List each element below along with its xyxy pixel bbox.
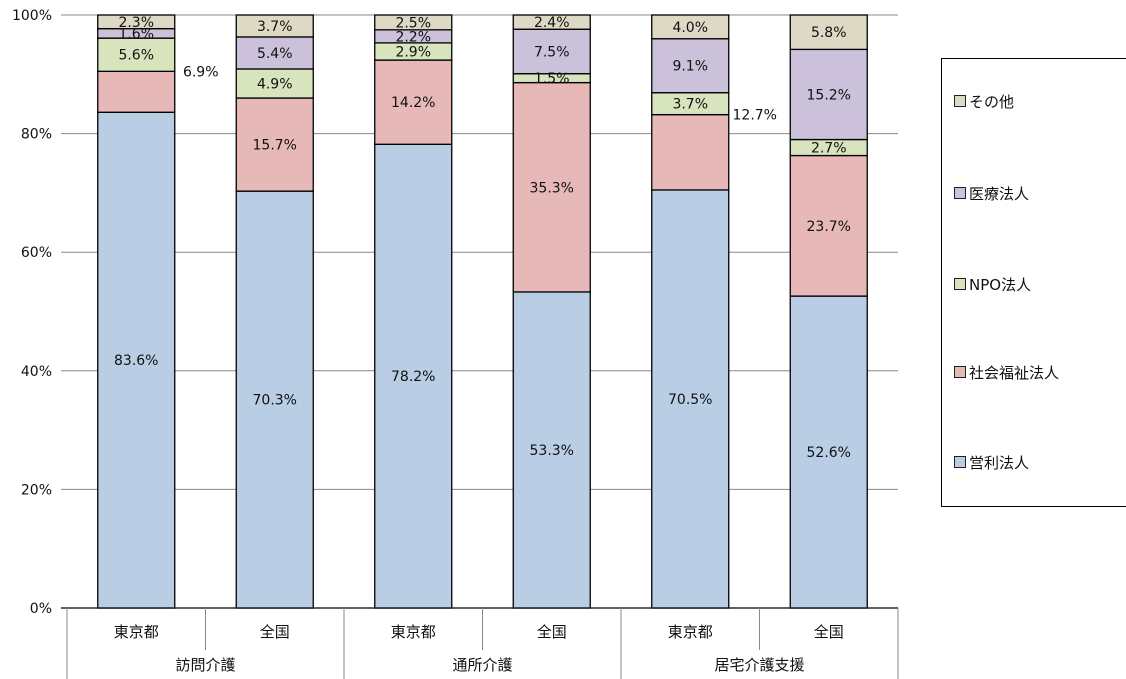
data-label: 78.2% [391,369,435,385]
bar-segment [789,14,868,51]
legend-item: その他 [954,91,1014,111]
x-category-label: 東京都 [114,623,159,641]
data-label: 2.9% [395,44,431,60]
bar-segment [512,81,591,293]
legend-swatch [954,456,966,468]
data-label: 14.2% [391,95,435,111]
legend-label: 営利法人 [969,453,1030,472]
bar-segment [512,14,591,30]
y-tick-label: 0% [30,601,52,617]
x-group-label: 通所介護 [452,656,512,674]
data-label: 7.5% [534,44,570,60]
data-label: 4.9% [257,76,293,92]
y-tick-label: 80% [21,127,52,143]
legend-item: 医療法人 [954,183,1029,203]
bars [97,14,868,609]
data-label: 3.7% [672,97,708,113]
data-label: 3.7% [257,19,293,35]
data-label: 1.5% [534,71,570,87]
data-label: 2.3% [118,15,154,31]
gridlines [61,14,898,609]
data-label: 15.2% [807,87,851,103]
data-label: 35.3% [530,180,574,196]
y-tick-label: 20% [21,482,52,498]
data-label: 70.5% [668,392,712,408]
legend: その他医療法人 NPO法人社会福祉法人 営利法人 [941,58,1126,507]
data-labels: 83.6% 6.9% 5.6% 1.6%2.3% 70.3% 15.7% 4.9% 5.4% 3… [114,15,851,461]
bar-segment [97,70,176,113]
x-group-label: 訪問介護 [175,656,235,674]
x-category-label: 全国 [537,623,567,641]
data-label: 83.6% [114,353,158,369]
data-label: 5.4% [257,46,293,62]
legend-swatch [954,278,966,290]
legend-swatch [954,95,966,107]
data-label: 2.5% [395,15,431,31]
bar-segment [651,38,730,94]
legend-item: NPO法人 [954,274,1031,294]
data-label: 5.8% [811,25,847,41]
bar-segment [789,295,868,609]
data-label: 2.7% [811,141,847,157]
bar-segment [651,189,730,609]
y-tick-label: 100% [12,8,52,24]
x-category-label: 東京都 [391,623,436,641]
bar-segment [789,154,868,297]
data-label: 6.9% [183,64,219,80]
y-tick-label: 60% [21,245,52,261]
bar-segment [235,190,314,609]
bar-segment [97,14,176,30]
legend-item: 営利法人 [954,452,1029,472]
legend-label: 社会福祉法人 [969,363,1060,382]
data-label: 15.7% [253,138,297,154]
data-label: 4.0% [672,20,708,36]
data-label: 9.1% [672,59,708,75]
bar-segment [374,143,453,609]
legend-swatch [954,187,966,199]
data-label: 12.7% [733,108,777,124]
y-tick-label: 40% [21,364,52,380]
legend-swatch [954,366,966,378]
data-label: 23.7% [807,219,851,235]
legend-label: その他 [969,92,1015,111]
legend-item: 社会福祉法人 [954,362,1059,382]
bar-segment [789,48,868,141]
data-label: 1.6% [118,26,154,42]
x-category-label: 東京都 [668,623,713,641]
bar-segment [512,28,591,75]
legend-label: 医療法人 [969,184,1030,203]
bar-segment [374,14,453,31]
y-axis-tick-labels: 0% 20% 40% 60% 80% 100% [12,8,52,617]
bar-segment [235,14,314,38]
x-category-label: 全国 [260,623,290,641]
data-label: 2.2% [395,29,431,45]
bar-segment [97,37,176,72]
x-group-label: 居宅介護支援 [714,656,804,674]
bar-segment [235,68,314,99]
data-label: 2.4% [534,15,570,31]
x-category-label: 全国 [814,623,844,641]
bar-segment [97,111,176,609]
data-label: 53.3% [530,443,574,459]
bar-segment [374,59,453,145]
legend-label: NPO法人 [969,275,1032,294]
data-label: 70.3% [253,393,297,409]
bar-segment [512,291,591,609]
data-label: 52.6% [807,445,851,461]
bar-segment [651,113,730,191]
bar-segment [651,14,730,40]
data-label: 5.6% [118,48,154,64]
bar-segment [235,97,314,192]
